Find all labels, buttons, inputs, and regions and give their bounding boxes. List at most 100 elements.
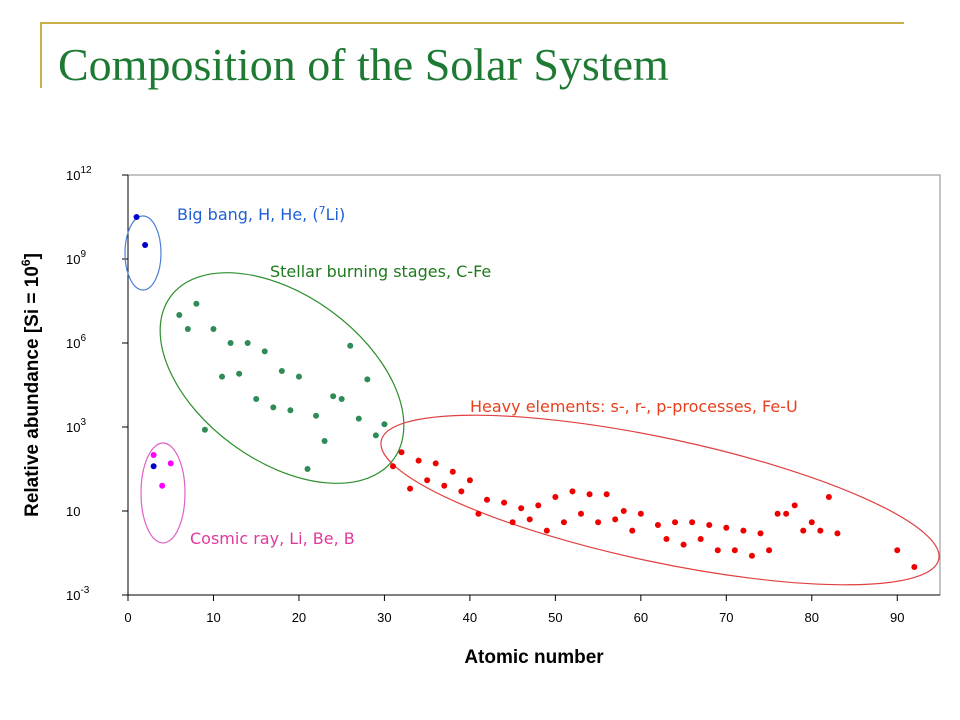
data-point (800, 527, 807, 534)
data-point (654, 522, 661, 528)
data-point (911, 564, 918, 570)
data-point (757, 530, 764, 537)
data-point (432, 460, 439, 467)
data-point (424, 477, 431, 484)
data-point (543, 527, 550, 534)
x-tick-label: 90 (890, 610, 904, 625)
data-point (560, 519, 567, 526)
y-tick-label: 109 (66, 249, 86, 267)
x-tick-label: 60 (634, 610, 648, 625)
title-accent-bar-top (40, 22, 904, 24)
y-axis-label-sup: 6 (19, 259, 33, 266)
data-point (526, 516, 533, 523)
annotation-stellar-burning: Stellar burning stages, C-Fe (270, 262, 491, 281)
data-point (407, 485, 414, 492)
data-point (629, 527, 636, 534)
data-point (501, 499, 508, 506)
data-point (244, 340, 251, 346)
data-point (253, 396, 260, 402)
data-point (552, 494, 559, 500)
data-point (766, 547, 773, 554)
annotation-big-bang-tail: Li) (326, 205, 346, 224)
data-point (347, 342, 354, 349)
data-point (415, 457, 422, 464)
slide-title: Composition of the Solar System (58, 39, 669, 90)
data-point (150, 452, 157, 458)
data-point (535, 502, 542, 509)
data-point (791, 502, 798, 509)
data-point (150, 463, 157, 470)
group-outline (140, 442, 186, 544)
data-point (278, 368, 285, 374)
data-point (475, 510, 482, 517)
data-point (783, 510, 790, 517)
data-point (338, 396, 345, 402)
x-axis-label: Atomic number (464, 647, 604, 668)
data-point (834, 530, 841, 537)
data-point (637, 510, 644, 517)
x-tick-label: 0 (124, 610, 131, 625)
data-point (458, 488, 465, 495)
data-point (210, 326, 217, 332)
data-point (381, 421, 388, 428)
data-point (672, 519, 679, 526)
data-point (236, 370, 243, 377)
y-tick-label: 1012 (66, 165, 92, 183)
x-tick-label: 40 (463, 610, 477, 625)
data-point (774, 510, 781, 517)
data-point (261, 348, 268, 355)
y-tick-label: 10 (66, 504, 80, 519)
y-axis-label-close: ] (22, 253, 43, 259)
data-point (364, 376, 371, 383)
y-axis-ticks: 1012 109 106 103 10 10-3 (66, 165, 128, 603)
x-tick-label: 80 (805, 610, 819, 625)
data-point (287, 407, 294, 414)
x-tick-label: 20 (292, 610, 306, 625)
data-point (372, 432, 379, 439)
data-point (313, 412, 320, 419)
y-axis-label: Relative abundance [Si = 106] (19, 253, 43, 517)
data-point (748, 552, 755, 559)
data-point (133, 214, 140, 220)
data-point (808, 519, 815, 526)
x-tick-label: 50 (548, 610, 562, 625)
y-tick-label: 10-3 (66, 585, 90, 603)
data-point (201, 426, 208, 433)
data-point (159, 482, 166, 489)
data-point (167, 460, 174, 467)
data-point (723, 524, 730, 531)
data-point (894, 547, 901, 554)
annotation-big-bang-text: Big bang, H, He, ( (177, 205, 319, 224)
x-tick-label: 70 (719, 610, 733, 625)
data-point (441, 482, 448, 489)
annotation-big-bang-sup: 7 (319, 204, 326, 217)
title-accent-bar-left (40, 22, 42, 88)
data-point (184, 326, 191, 332)
y-axis-label-main: Relative abundance [Si = 10 (22, 266, 43, 517)
data-point (586, 491, 593, 498)
data-point (612, 516, 619, 523)
y-tick-label: 106 (66, 333, 86, 351)
data-point (509, 519, 516, 526)
y-tick-label: 103 (66, 417, 86, 435)
x-axis-ticks: 0 10 20 30 40 50 60 70 80 90 (124, 595, 904, 625)
data-point (697, 536, 704, 542)
data-point (740, 527, 747, 534)
data-point (817, 527, 824, 534)
annotation-heavy-elements: Heavy elements: s-, r-, p-processes, Fe-… (470, 397, 798, 416)
data-point (483, 496, 490, 503)
data-point (706, 522, 713, 528)
data-point (304, 466, 311, 472)
x-tick-label: 30 (377, 610, 391, 625)
data-point (825, 494, 832, 500)
data-point (398, 449, 405, 456)
data-point (663, 536, 670, 542)
data-point (689, 519, 696, 526)
data-point (176, 312, 183, 318)
data-point (595, 519, 602, 526)
data-points (133, 214, 918, 570)
group-outline (159, 272, 405, 484)
data-point (389, 463, 396, 470)
group-outline (380, 414, 940, 586)
